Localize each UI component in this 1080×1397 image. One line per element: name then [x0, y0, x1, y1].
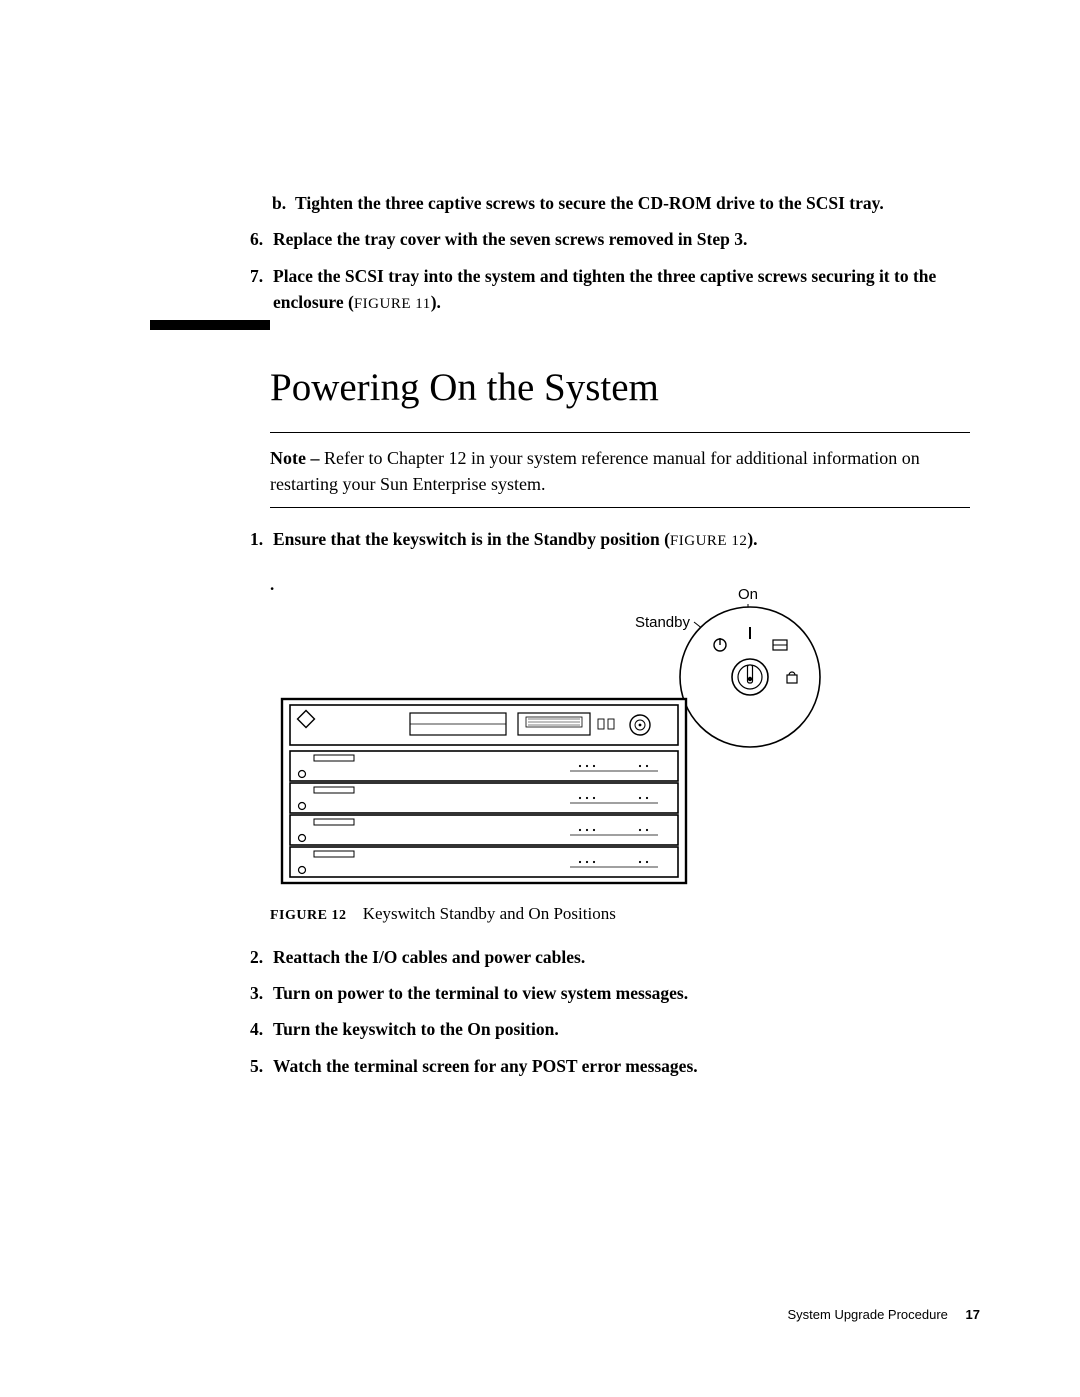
step-b: b. Tighten the three captive screws to s… — [272, 190, 980, 216]
power-step-5: 5. Watch the terminal screen for any POS… — [250, 1053, 980, 1079]
note-block: Note – Refer to Chapter 12 in your syste… — [270, 433, 970, 507]
chassis — [282, 699, 686, 883]
power-step-4: 4. Turn the keyswitch to the On position… — [250, 1016, 980, 1042]
power-step-5-text: Watch the terminal screen for any POST e… — [273, 1056, 698, 1076]
page-footer: System Upgrade Procedure 17 — [787, 1307, 980, 1322]
step-7-figref: FIGURE 11 — [354, 296, 431, 312]
rule-bottom — [270, 507, 970, 508]
document-page: b. Tighten the three captive screws to s… — [0, 0, 1080, 1397]
note-text: Refer to Chapter 12 in your system refer… — [270, 448, 920, 494]
figure-12-label: FIGURE 12 — [270, 908, 346, 923]
top-steps-list: 6. Replace the tray cover with the seven… — [150, 226, 980, 315]
callout-standby: Standby — [635, 614, 691, 631]
section-accent-bar — [150, 320, 270, 330]
figure-12: On Standby — [270, 579, 970, 894]
board-slot-3 — [290, 815, 678, 845]
power-step-3-text: Turn on power to the terminal to view sy… — [273, 983, 688, 1003]
step-b-num: b. — [272, 190, 286, 216]
step-6-num: 6. — [250, 226, 263, 252]
power-step-1-figref: FIGURE 12 — [670, 533, 747, 549]
power-step-1-text-b: ). — [747, 529, 757, 549]
figure-12-caption: FIGURE 12 Keyswitch Standby and On Posit… — [270, 904, 980, 924]
board-slot-1 — [290, 751, 678, 781]
power-steps-list-2: 2. Reattach the I/O cables and power cab… — [150, 944, 980, 1079]
power-step-2-text: Reattach the I/O cables and power cables… — [273, 947, 585, 967]
power-step-3: 3. Turn on power to the terminal to view… — [250, 980, 980, 1006]
note-label: Note – — [270, 448, 319, 468]
power-step-2: 2. Reattach the I/O cables and power cab… — [250, 944, 980, 970]
board-slot-4 — [290, 847, 678, 877]
figure-12-caption-text: Keyswitch Standby and On Positions — [363, 904, 616, 923]
power-step-2-num: 2. — [250, 944, 263, 970]
footer-page-num: 17 — [966, 1307, 980, 1322]
figure-12-svg: On Standby — [270, 579, 830, 889]
step-7: 7. Place the SCSI tray into the system a… — [250, 263, 980, 316]
footer-text: System Upgrade Procedure — [787, 1307, 947, 1322]
board-slot-2 — [290, 783, 678, 813]
section-title: Powering On the System — [270, 365, 980, 410]
power-step-5-num: 5. — [250, 1053, 263, 1079]
power-step-4-num: 4. — [250, 1016, 263, 1042]
step-6-text: Replace the tray cover with the seven sc… — [273, 229, 747, 249]
step-6: 6. Replace the tray cover with the seven… — [250, 226, 980, 252]
step-7-text-b: ). — [431, 292, 441, 312]
step-b-text: Tighten the three captive screws to secu… — [295, 193, 884, 213]
callout-on: On — [738, 586, 758, 603]
power-step-1-text-a: Ensure that the keyswitch is in the Stan… — [273, 529, 670, 549]
step-7-num: 7. — [250, 263, 263, 289]
power-step-3-num: 3. — [250, 980, 263, 1006]
power-step-1-num: 1. — [250, 526, 263, 552]
dot-marker: . — [270, 575, 274, 595]
power-steps-list: 1. Ensure that the keyswitch is in the S… — [150, 526, 980, 553]
power-step-4-text: Turn the keyswitch to the On position. — [273, 1019, 559, 1039]
power-step-1: 1. Ensure that the keyswitch is in the S… — [250, 526, 980, 553]
